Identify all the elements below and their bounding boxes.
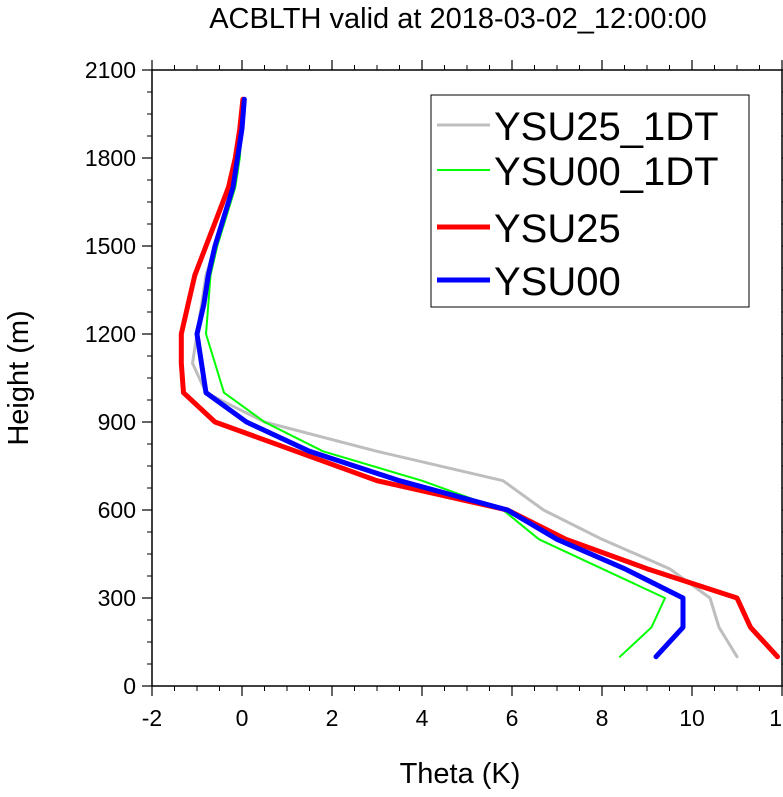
y-tick-label: 2100 bbox=[85, 57, 136, 83]
x-tick-label: 4 bbox=[416, 705, 429, 731]
legend-label: YSU00 bbox=[494, 260, 621, 304]
legend-box bbox=[430, 94, 750, 308]
legend-label: YSU25_1DT bbox=[494, 105, 719, 149]
x-tick-label: 2 bbox=[326, 705, 339, 731]
y-tick-label: 1800 bbox=[85, 145, 136, 171]
x-tick-label: 10 bbox=[679, 705, 705, 731]
y-tick-label: 0 bbox=[123, 673, 136, 699]
axis-ticks: -202468101203006009001200150018002100 bbox=[85, 57, 783, 731]
x-tick-label: 0 bbox=[236, 705, 249, 731]
y-tick-label: 900 bbox=[98, 409, 136, 435]
x-axis-label: Theta (K) bbox=[400, 758, 521, 790]
y-tick-label: 1200 bbox=[85, 321, 136, 347]
x-tick-label: 6 bbox=[506, 705, 519, 731]
legend-label: YSU25 bbox=[494, 207, 621, 251]
series-line-ysu00 bbox=[194, 96, 686, 660]
x-tick-label: -2 bbox=[142, 705, 162, 731]
x-tick-label: 8 bbox=[596, 705, 609, 731]
series-lines bbox=[178, 96, 780, 660]
y-tick-label: 600 bbox=[98, 497, 136, 523]
y-tick-label: 1500 bbox=[85, 233, 136, 259]
series-line-ysu25 bbox=[178, 96, 780, 660]
x-tick-label: 12 bbox=[769, 705, 783, 731]
y-axis-label: Height (m) bbox=[3, 310, 35, 445]
chart-title: ACBLTH valid at 2018-03-02_12:00:00 bbox=[209, 3, 707, 35]
legend-label: YSU00_1DT bbox=[494, 150, 719, 194]
y-tick-label: 300 bbox=[98, 585, 136, 611]
